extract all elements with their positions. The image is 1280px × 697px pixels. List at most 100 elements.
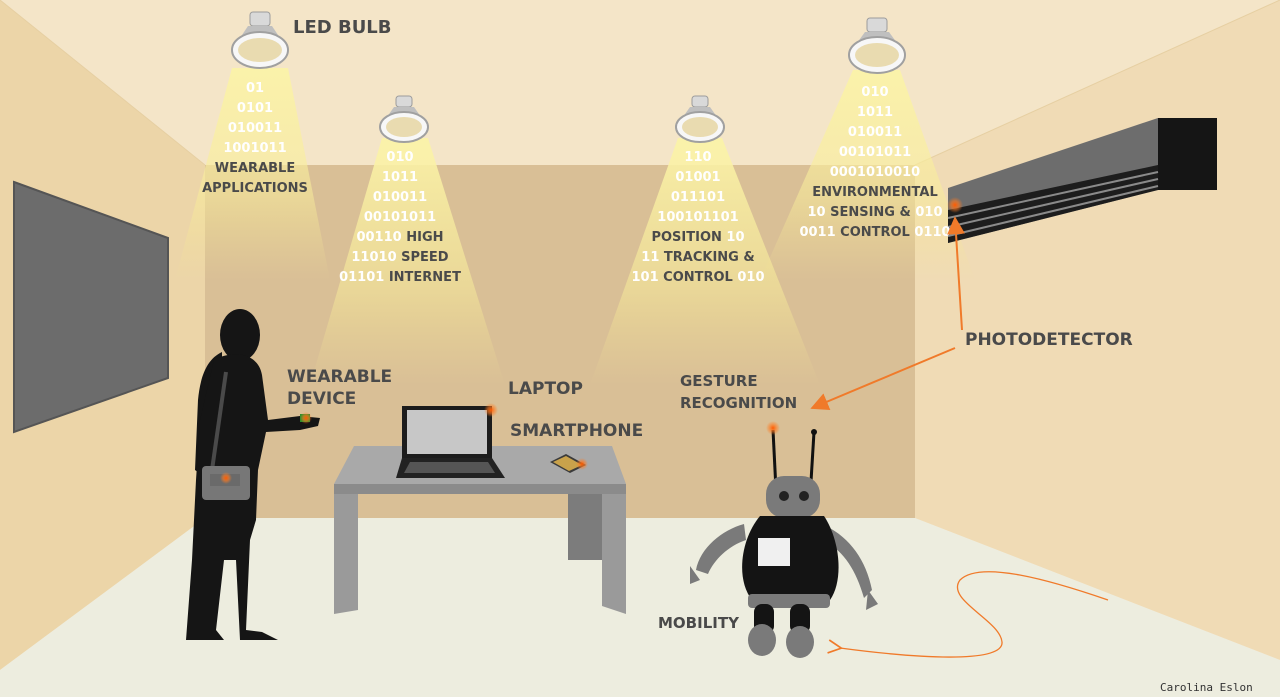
floor <box>0 518 1280 697</box>
beam-1-line: 010011 <box>228 121 282 136</box>
laptop-icon <box>396 403 505 478</box>
beam-1-line: WEARABLE <box>215 161 295 176</box>
beam-1-line: 01 <box>246 81 264 96</box>
beam-binary: 11 <box>641 250 664 265</box>
led-bulbs <box>231 11 906 143</box>
beam-word: WEARABLE <box>215 161 295 176</box>
beam-binary: 011101 <box>671 190 725 205</box>
mobility-path-arrow <box>840 571 1109 658</box>
robot-head <box>766 476 820 518</box>
led-bulb-icon <box>848 17 906 74</box>
bag-photodetector-icon <box>220 472 232 484</box>
beam-3-line: 01001 <box>675 170 720 185</box>
beam-binary: 100101101 <box>657 210 738 225</box>
beam-binary: 010 <box>861 85 888 100</box>
beam-binary: 010011 <box>373 190 427 205</box>
beam-binary: 101 <box>631 270 663 285</box>
beam-binary: 01001 <box>675 170 720 185</box>
beam-binary: 1001011 <box>223 141 286 156</box>
gesture-recognition-label: GESTURE RECOGNITION <box>680 372 797 412</box>
mobility-label: MOBILITY <box>658 614 740 632</box>
beam-binary: 0101 <box>237 101 273 116</box>
beam-4-line: ENVIRONMENTAL <box>812 185 938 200</box>
beam-4-line: 0001010010 <box>830 165 920 180</box>
table-leg-back-right <box>568 494 602 560</box>
smartphone-icon <box>550 454 588 473</box>
beam-2-line: 00110 HIGH <box>356 230 443 245</box>
beam-binary: 00101011 <box>839 145 911 160</box>
beam-word: APPLICATIONS <box>202 181 308 196</box>
photodetector-arrow-to-robot <box>810 347 956 411</box>
led-bulb-label: LED BULB <box>293 17 392 38</box>
smartphone-label: SMARTPHONE <box>510 421 643 441</box>
beam-3-line: 011101 <box>671 190 725 205</box>
air-conditioner <box>947 118 1217 243</box>
beam-2-line: 11010 SPEED <box>351 250 448 265</box>
led-bulb-icon <box>675 95 725 143</box>
beam-4-line: 10 SENSING & 010 <box>807 205 942 220</box>
beam-binary: 00101011 <box>364 210 436 225</box>
beam-3-line: POSITION 10 <box>651 230 744 245</box>
robot-photodetector-icon <box>766 421 780 435</box>
beam-binary: 010011 <box>848 125 902 140</box>
light-beam-4 <box>760 70 975 280</box>
beam-binary: 010 <box>733 270 765 285</box>
beam-3-line: 101 CONTROL 010 <box>631 270 764 285</box>
laptop-label: LAPTOP <box>508 379 583 399</box>
wall-edge-left <box>0 0 206 166</box>
beam-binary: 10 <box>807 205 830 220</box>
beam-1-line: APPLICATIONS <box>202 181 308 196</box>
wearable-device-label: WEARABLE DEVICE <box>287 367 398 409</box>
beam-binary: 1011 <box>857 105 893 120</box>
light-beam-2 <box>310 138 505 385</box>
beam-4-line: 010 <box>861 85 888 100</box>
beam-binary: 010 <box>911 205 943 220</box>
beam-2-line: 010 <box>386 150 413 165</box>
beam-binary: 11010 <box>351 250 401 265</box>
beam-binary: 010 <box>386 150 413 165</box>
led-bulb-icon <box>379 95 429 143</box>
beam-binary: 0011 <box>799 225 840 240</box>
beam-word: TRACKING & <box>664 250 755 265</box>
beam-word: SPEED <box>401 250 449 265</box>
beam-3-line: 11 TRACKING & <box>641 250 754 265</box>
beam-4-line: 00101011 <box>839 145 911 160</box>
smartphone-photodetector-icon <box>576 458 588 470</box>
beam-4-line: 0011 CONTROL 0110 <box>799 225 950 240</box>
beam-4-line: 010011 <box>848 125 902 140</box>
beam-2-line: 01101 INTERNET <box>339 270 461 285</box>
beam-word: SENSING & <box>830 205 911 220</box>
person-silhouette <box>186 309 320 640</box>
robot <box>690 421 878 658</box>
beam-word: HIGH <box>406 230 443 245</box>
robot-body <box>742 516 839 600</box>
beam-binary: 0001010010 <box>830 165 920 180</box>
beam-texts: 0101010100111001011WEARABLEAPPLICATIONS0… <box>202 81 950 285</box>
light-beam-3 <box>590 138 820 385</box>
beam-4-line: 1011 <box>857 105 893 120</box>
beam-binary: 00110 <box>356 230 406 245</box>
beam-2-line: 1011 <box>382 170 418 185</box>
beam-2-line: 00101011 <box>364 210 436 225</box>
beam-binary: 0110 <box>910 225 951 240</box>
laptop-photodetector-icon <box>484 403 498 417</box>
table-leg-right <box>602 494 626 614</box>
beam-binary: 110 <box>684 150 711 165</box>
wall-screen <box>13 180 169 434</box>
ac-photodetector-icon <box>947 197 963 213</box>
beam-2-line: 010011 <box>373 190 427 205</box>
beam-1-line: 1001011 <box>223 141 286 156</box>
beam-binary: 01101 <box>339 270 389 285</box>
beam-1-line: 0101 <box>237 101 273 116</box>
light-beam-1 <box>175 68 330 280</box>
beam-word: INTERNET <box>389 270 461 285</box>
credit-signature: Carolina Eslon <box>1160 681 1253 694</box>
beam-binary: 10 <box>726 230 744 245</box>
photodetector-arrow-to-ac <box>947 216 965 331</box>
beam-3-line: 100101101 <box>657 210 738 225</box>
led-bulb-icon <box>231 11 289 69</box>
light-beams <box>175 68 975 385</box>
beam-word: ENVIRONMENTAL <box>812 185 938 200</box>
photodetector-label: PHOTODETECTOR <box>965 330 1133 350</box>
